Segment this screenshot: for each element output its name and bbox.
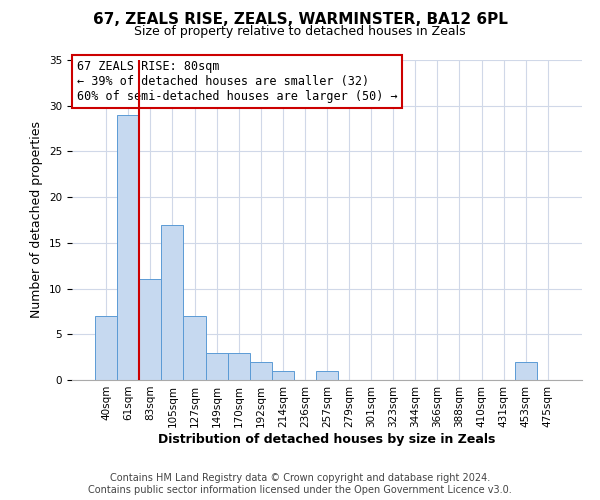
Text: 67 ZEALS RISE: 80sqm
← 39% of detached houses are smaller (32)
60% of semi-detac: 67 ZEALS RISE: 80sqm ← 39% of detached h… xyxy=(77,60,398,103)
Bar xyxy=(206,352,227,380)
Text: 67, ZEALS RISE, ZEALS, WARMINSTER, BA12 6PL: 67, ZEALS RISE, ZEALS, WARMINSTER, BA12 … xyxy=(92,12,508,28)
Bar xyxy=(139,280,161,380)
Bar xyxy=(316,371,338,380)
Text: Size of property relative to detached houses in Zeals: Size of property relative to detached ho… xyxy=(134,25,466,38)
Bar xyxy=(250,362,272,380)
Bar xyxy=(184,316,206,380)
Bar xyxy=(95,316,117,380)
Text: Contains HM Land Registry data © Crown copyright and database right 2024.
Contai: Contains HM Land Registry data © Crown c… xyxy=(88,474,512,495)
Bar xyxy=(161,224,184,380)
X-axis label: Distribution of detached houses by size in Zeals: Distribution of detached houses by size … xyxy=(158,432,496,446)
Bar xyxy=(272,371,294,380)
Y-axis label: Number of detached properties: Number of detached properties xyxy=(31,122,43,318)
Bar xyxy=(117,115,139,380)
Bar xyxy=(227,352,250,380)
Bar xyxy=(515,362,537,380)
